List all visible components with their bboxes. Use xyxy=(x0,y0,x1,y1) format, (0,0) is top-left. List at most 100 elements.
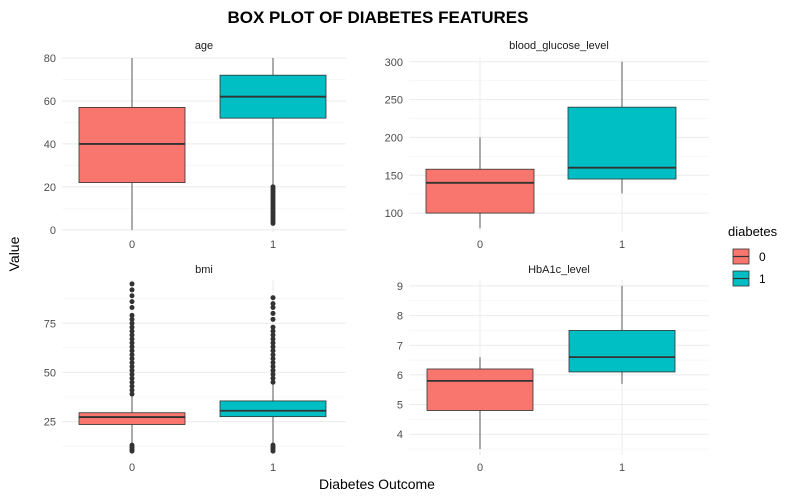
outlier-point xyxy=(270,316,276,322)
box-bmi-1 xyxy=(219,295,327,454)
outlier-point xyxy=(129,348,135,354)
facet-label: age xyxy=(195,40,213,52)
x-tick-label: 0 xyxy=(129,239,135,251)
facet-label: bmi xyxy=(195,264,213,276)
outlier-point xyxy=(270,344,276,350)
y-tick-label: 5 xyxy=(397,400,403,412)
legend-entries: 01 xyxy=(732,248,766,287)
y-tick-label: 300 xyxy=(385,57,403,69)
panel-bmi: 25 50 75 0 1 bmi xyxy=(44,264,346,474)
x-tick-label: 1 xyxy=(619,239,625,251)
y-tick-label: 6 xyxy=(397,370,403,382)
y-tick-label: 9 xyxy=(397,281,403,293)
outlier-point xyxy=(270,360,276,366)
outlier-point xyxy=(129,293,135,299)
legend-label-1: 1 xyxy=(759,272,766,286)
x-tick-label: 1 xyxy=(619,462,625,474)
legend-title: diabetes xyxy=(728,224,778,239)
outlier-point xyxy=(129,364,135,370)
outlier-point xyxy=(129,375,135,381)
y-tick-label: 80 xyxy=(44,53,56,65)
x-axis-title: Diabetes Outcome xyxy=(319,476,435,492)
y-tick-label: 75 xyxy=(44,318,56,330)
legend: diabetes 01 xyxy=(728,224,778,287)
outlier-point xyxy=(129,336,135,342)
outlier-point xyxy=(270,348,276,354)
outlier-point xyxy=(270,301,276,307)
box-bmi-0 xyxy=(78,281,186,454)
y-tick-label: 0 xyxy=(50,225,56,237)
box-body xyxy=(78,107,186,183)
x-tick-label: 0 xyxy=(129,462,135,474)
outlier-point xyxy=(129,312,135,318)
x-tick-label: 1 xyxy=(270,462,276,474)
outlier-point xyxy=(129,383,135,389)
y-tick-label: 100 xyxy=(385,208,403,220)
facet-label: HbA1c_level xyxy=(528,264,590,276)
x-tick-label: 0 xyxy=(477,239,483,251)
x-tick-label: 0 xyxy=(477,462,483,474)
outlier-point xyxy=(129,352,135,358)
facet-label: blood_glucose_level xyxy=(509,40,609,52)
y-tick-label: 200 xyxy=(385,132,403,144)
panel-hba1c-level: 4 5 6 7 8 9 0 1 HbA1c_level xyxy=(397,264,709,474)
outlier-point xyxy=(129,379,135,385)
outlier-point xyxy=(129,344,135,350)
box-hba1c-level-1 xyxy=(568,285,676,384)
outlier-point xyxy=(270,364,276,370)
y-tick-label: 7 xyxy=(397,340,403,352)
y-tick-label: 25 xyxy=(44,417,56,429)
legend-label-0: 0 xyxy=(759,250,766,264)
box-age-1 xyxy=(219,58,327,226)
outlier-point xyxy=(129,316,135,322)
outlier-point xyxy=(270,332,276,338)
outlier-point xyxy=(129,281,135,287)
outlier-point xyxy=(270,305,276,311)
y-tick-label: 20 xyxy=(44,182,56,194)
outlier-point xyxy=(270,328,276,334)
box-body xyxy=(219,400,327,418)
y-tick-label: 40 xyxy=(44,139,56,151)
outlier-point xyxy=(129,299,135,305)
outlier-point xyxy=(270,442,276,448)
outlier-point xyxy=(129,332,135,338)
outlier-point xyxy=(129,367,135,373)
outlier-point xyxy=(129,356,135,362)
outlier-point xyxy=(129,360,135,366)
outlier-point xyxy=(270,352,276,358)
outlier-point xyxy=(270,310,276,316)
y-tick-label: 150 xyxy=(385,170,403,182)
y-tick-label: 4 xyxy=(397,429,403,441)
panel-age: 0 20 40 60 80 0 1 age xyxy=(44,40,346,251)
y-tick-label: 250 xyxy=(385,95,403,107)
outlier-point xyxy=(270,336,276,342)
outlier-point xyxy=(129,305,135,311)
outlier-point xyxy=(129,371,135,377)
box-blood-glucose-level-1 xyxy=(567,61,677,194)
box-hba1c-level-0 xyxy=(426,357,534,450)
y-axis-title: Value xyxy=(6,236,22,271)
outlier-point xyxy=(270,220,276,226)
box-age-0 xyxy=(78,58,186,230)
outlier-point xyxy=(129,320,135,326)
outlier-point xyxy=(270,324,276,330)
y-tick-label: 60 xyxy=(44,96,56,108)
outlier-point xyxy=(270,379,276,385)
outlier-point xyxy=(129,391,135,397)
outlier-point xyxy=(129,340,135,346)
box-body xyxy=(425,168,535,214)
y-tick-label: 50 xyxy=(44,367,56,379)
x-tick-label: 1 xyxy=(270,239,276,251)
outlier-point xyxy=(129,328,135,334)
outlier-point xyxy=(129,287,135,293)
box-body xyxy=(426,368,534,411)
box-body xyxy=(78,412,186,425)
box-blood-glucose-level-0 xyxy=(425,137,535,229)
outlier-point xyxy=(129,324,135,330)
outlier-point xyxy=(270,367,276,373)
outlier-point xyxy=(270,356,276,362)
outlier-point xyxy=(270,371,276,377)
